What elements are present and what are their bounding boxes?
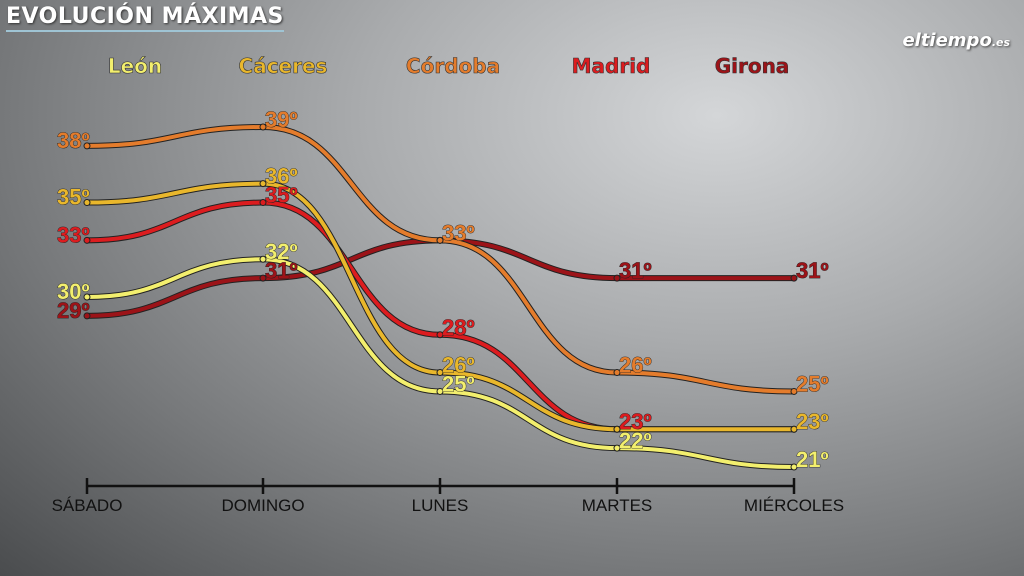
data-point — [436, 369, 444, 377]
x-tick-label: SÁBADO — [52, 496, 123, 515]
data-point — [790, 425, 798, 433]
data-point — [259, 123, 267, 131]
data-label: 33º — [442, 220, 475, 245]
data-point — [259, 255, 267, 263]
data-point — [83, 199, 91, 207]
x-tick-label: LUNES — [412, 496, 469, 515]
data-point — [436, 331, 444, 339]
logo-text: eltiempo — [902, 30, 992, 51]
data-label: 26º — [442, 353, 475, 378]
data-label: 30º — [57, 279, 90, 304]
series-line-Madrid — [86, 200, 794, 432]
x-tick-label: DOMINGO — [221, 496, 304, 515]
data-point — [259, 180, 267, 188]
data-label: 35º — [265, 183, 298, 208]
data-point — [83, 142, 91, 150]
data-label: 23º — [796, 409, 829, 434]
data-point — [436, 387, 444, 395]
data-point — [790, 387, 798, 395]
data-point — [790, 463, 798, 471]
data-point — [613, 274, 621, 282]
chart-title: EVOLUCIÓN MÁXIMAS — [6, 4, 284, 32]
series-line-León — [86, 257, 795, 469]
data-label: 36º — [265, 164, 298, 189]
series-line-shadow — [86, 199, 794, 433]
eltiempo-logo: eltiempo.es — [902, 30, 1010, 51]
logo-suffix: .es — [991, 36, 1010, 49]
data-label: 38º — [57, 128, 90, 153]
data-point — [83, 312, 91, 320]
data-label: 25º — [442, 371, 475, 396]
data-point — [83, 236, 91, 244]
data-label: 28º — [442, 315, 475, 340]
data-point — [613, 444, 621, 452]
series-line-Girona — [86, 238, 794, 318]
data-label: 31º — [619, 258, 652, 283]
data-point — [613, 425, 621, 433]
legend-item-2: Córdoba — [405, 54, 501, 79]
data-label: 39º — [265, 107, 298, 132]
legend-item-4: Girona — [714, 54, 790, 79]
data-point — [259, 199, 267, 207]
legend-item-1: Cáceres — [238, 54, 328, 79]
data-point — [259, 274, 267, 282]
data-point — [83, 293, 91, 301]
x-tick-label: MARTES — [582, 496, 653, 515]
data-label: 21º — [796, 447, 829, 472]
data-label: 26º — [619, 353, 652, 378]
data-label: 25º — [796, 371, 829, 396]
series-line-shadow — [86, 123, 795, 395]
data-label: 31º — [796, 258, 829, 283]
x-tick-label: MIÉRCOLES — [744, 496, 844, 515]
data-point — [790, 274, 798, 282]
data-label: 23º — [619, 409, 652, 434]
data-label: 33º — [57, 222, 90, 247]
legend-item-0: León — [107, 54, 163, 79]
data-label: 22º — [619, 428, 652, 453]
data-label: 32º — [265, 239, 298, 264]
series-line-Córdoba — [86, 124, 795, 394]
data-point — [613, 369, 621, 377]
data-label: 35º — [57, 185, 90, 210]
legend-item-3: Madrid — [571, 54, 651, 79]
data-point — [436, 236, 444, 244]
series-line-Cáceres — [86, 181, 794, 432]
data-label: 31º — [265, 258, 298, 283]
data-label: 29º — [57, 298, 90, 323]
